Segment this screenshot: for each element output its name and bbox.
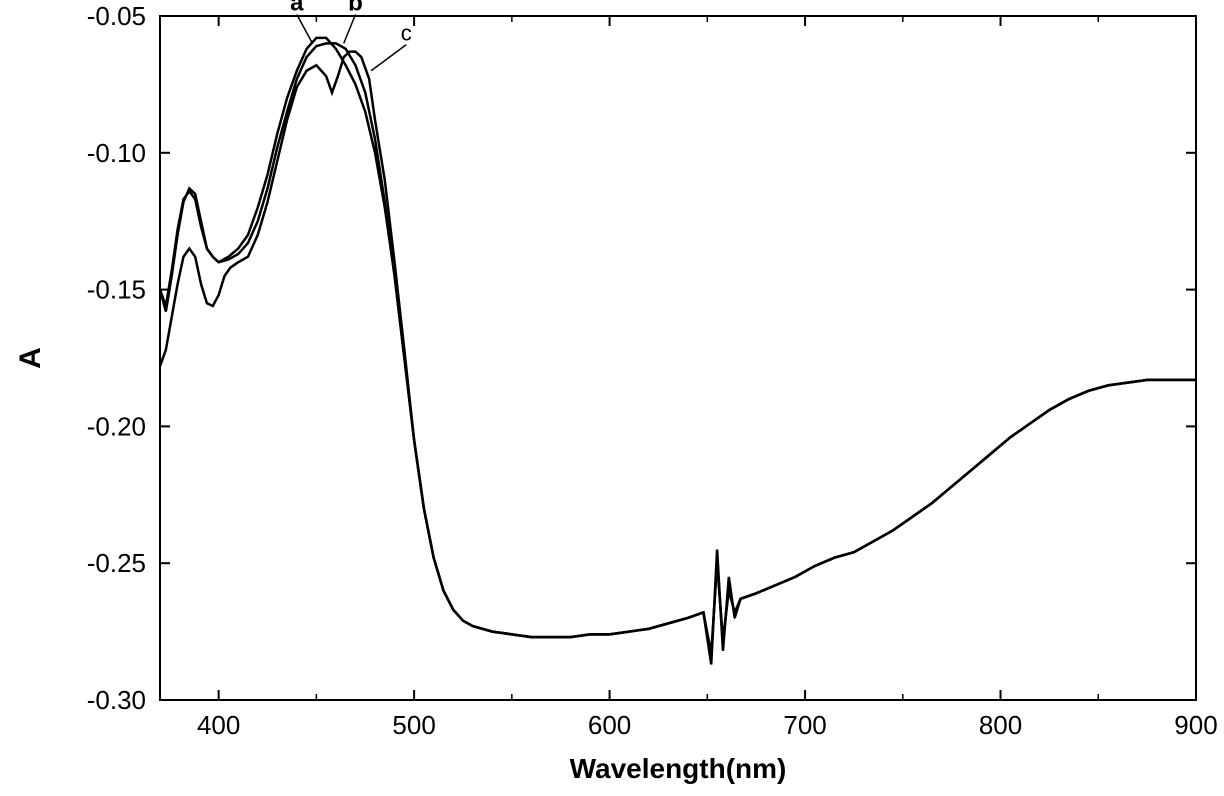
annotation-label-a: a [290, 0, 304, 17]
series-b [160, 43, 1196, 659]
chart-svg: 400 500 600 700 800 900 -0.05 -0.10 -0.15 -0.20 -0… [0, 0, 1224, 796]
y-tick-label: -0.20 [87, 411, 146, 441]
y-tick-label: -0.30 [87, 685, 146, 715]
y-axis-title: A [14, 347, 47, 369]
x-tick-label: 600 [588, 710, 631, 740]
annotation-leader-a [297, 15, 313, 44]
series-a [160, 38, 1196, 665]
y-tick-label: -0.15 [87, 275, 146, 305]
x-tick-label: 500 [392, 710, 435, 740]
y-tick-label: -0.25 [87, 548, 146, 578]
x-tick-label: 900 [1174, 710, 1217, 740]
annotation-label-c: c [401, 21, 412, 46]
annotation-label-b: b [348, 0, 363, 17]
x-tick-label: 400 [197, 710, 240, 740]
annotation-leader-c [371, 45, 406, 71]
series-c [160, 52, 1196, 654]
spectrum-chart: 400 500 600 700 800 900 -0.05 -0.10 -0.15 -0.20 -0… [0, 0, 1224, 796]
x-tick-label: 800 [979, 710, 1022, 740]
annotation-leader-b [344, 15, 356, 44]
y-tick-label: -0.10 [87, 138, 146, 168]
plot-frame [160, 16, 1196, 700]
y-tick-label: -0.05 [87, 1, 146, 31]
x-tick-label: 700 [783, 710, 826, 740]
x-axis-title: Wavelength(nm) [570, 753, 787, 784]
